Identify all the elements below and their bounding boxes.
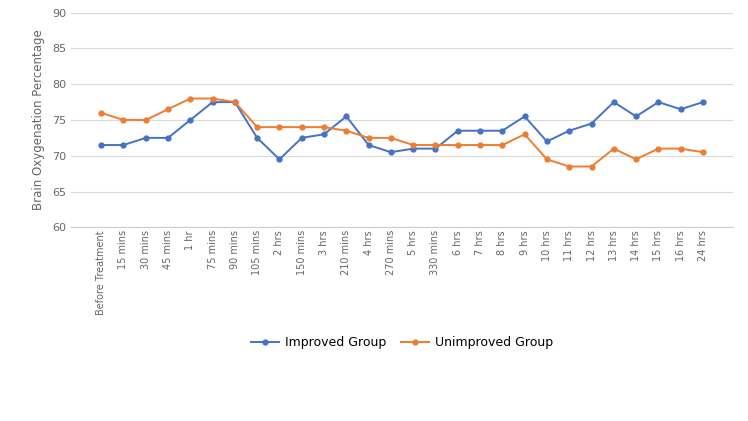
Unimproved Group — [453, 142, 462, 147]
Unimproved Group — [164, 107, 173, 112]
Improved Group — [587, 121, 596, 126]
Unimproved Group — [387, 135, 396, 140]
Improved Group — [498, 128, 507, 133]
Improved Group — [520, 114, 529, 119]
Improved Group — [542, 139, 551, 144]
Unimproved Group — [408, 142, 417, 147]
Improved Group — [654, 99, 663, 104]
Unimproved Group — [631, 157, 640, 162]
Improved Group — [431, 146, 440, 151]
Improved Group — [186, 117, 194, 123]
Improved Group — [297, 135, 306, 140]
Unimproved Group — [520, 132, 529, 137]
Improved Group — [364, 142, 373, 147]
Legend: Improved Group, Unimproved Group: Improved Group, Unimproved Group — [246, 331, 558, 354]
Unimproved Group — [186, 96, 194, 101]
Improved Group — [119, 142, 128, 147]
Line: Improved Group: Improved Group — [99, 100, 705, 162]
Unimproved Group — [297, 125, 306, 130]
Unimproved Group — [342, 128, 351, 133]
Improved Group — [342, 114, 351, 119]
Unimproved Group — [565, 164, 574, 169]
Unimproved Group — [587, 164, 596, 169]
Unimproved Group — [319, 125, 328, 130]
Improved Group — [565, 128, 574, 133]
Line: Unimproved Group: Unimproved Group — [99, 96, 705, 169]
Unimproved Group — [542, 157, 551, 162]
Improved Group — [408, 146, 417, 151]
Improved Group — [141, 135, 150, 140]
Unimproved Group — [498, 142, 507, 147]
Unimproved Group — [476, 142, 485, 147]
Improved Group — [610, 99, 619, 104]
Improved Group — [253, 135, 262, 140]
Unimproved Group — [141, 117, 150, 123]
Improved Group — [476, 128, 485, 133]
Unimproved Group — [96, 110, 105, 115]
Unimproved Group — [275, 125, 284, 130]
Unimproved Group — [699, 150, 708, 155]
Unimproved Group — [364, 135, 373, 140]
Improved Group — [676, 107, 685, 112]
Improved Group — [208, 99, 217, 104]
Improved Group — [387, 150, 396, 155]
Unimproved Group — [654, 146, 663, 151]
Improved Group — [164, 135, 173, 140]
Unimproved Group — [431, 142, 440, 147]
Improved Group — [275, 157, 284, 162]
Improved Group — [453, 128, 462, 133]
Unimproved Group — [119, 117, 128, 123]
Unimproved Group — [676, 146, 685, 151]
Improved Group — [631, 114, 640, 119]
Unimproved Group — [230, 99, 239, 104]
Improved Group — [699, 99, 708, 104]
Y-axis label: Brain Oxygenation Percentage: Brain Oxygenation Percentage — [32, 29, 45, 210]
Unimproved Group — [253, 125, 262, 130]
Improved Group — [319, 132, 328, 137]
Unimproved Group — [208, 96, 217, 101]
Improved Group — [96, 142, 105, 147]
Improved Group — [230, 99, 239, 104]
Unimproved Group — [610, 146, 619, 151]
